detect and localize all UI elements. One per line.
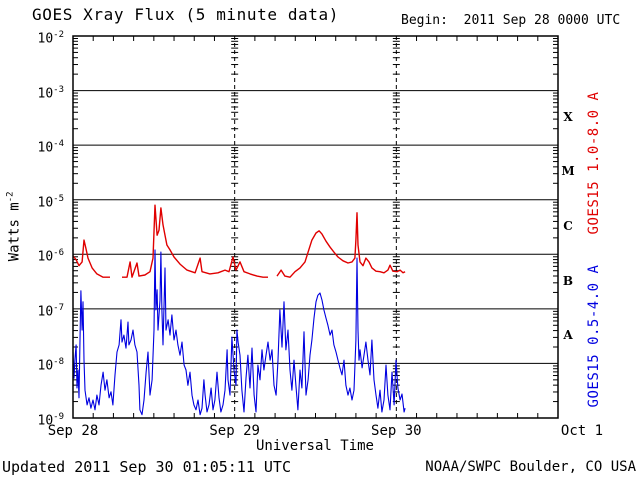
xray-flux-chart xyxy=(72,35,559,419)
